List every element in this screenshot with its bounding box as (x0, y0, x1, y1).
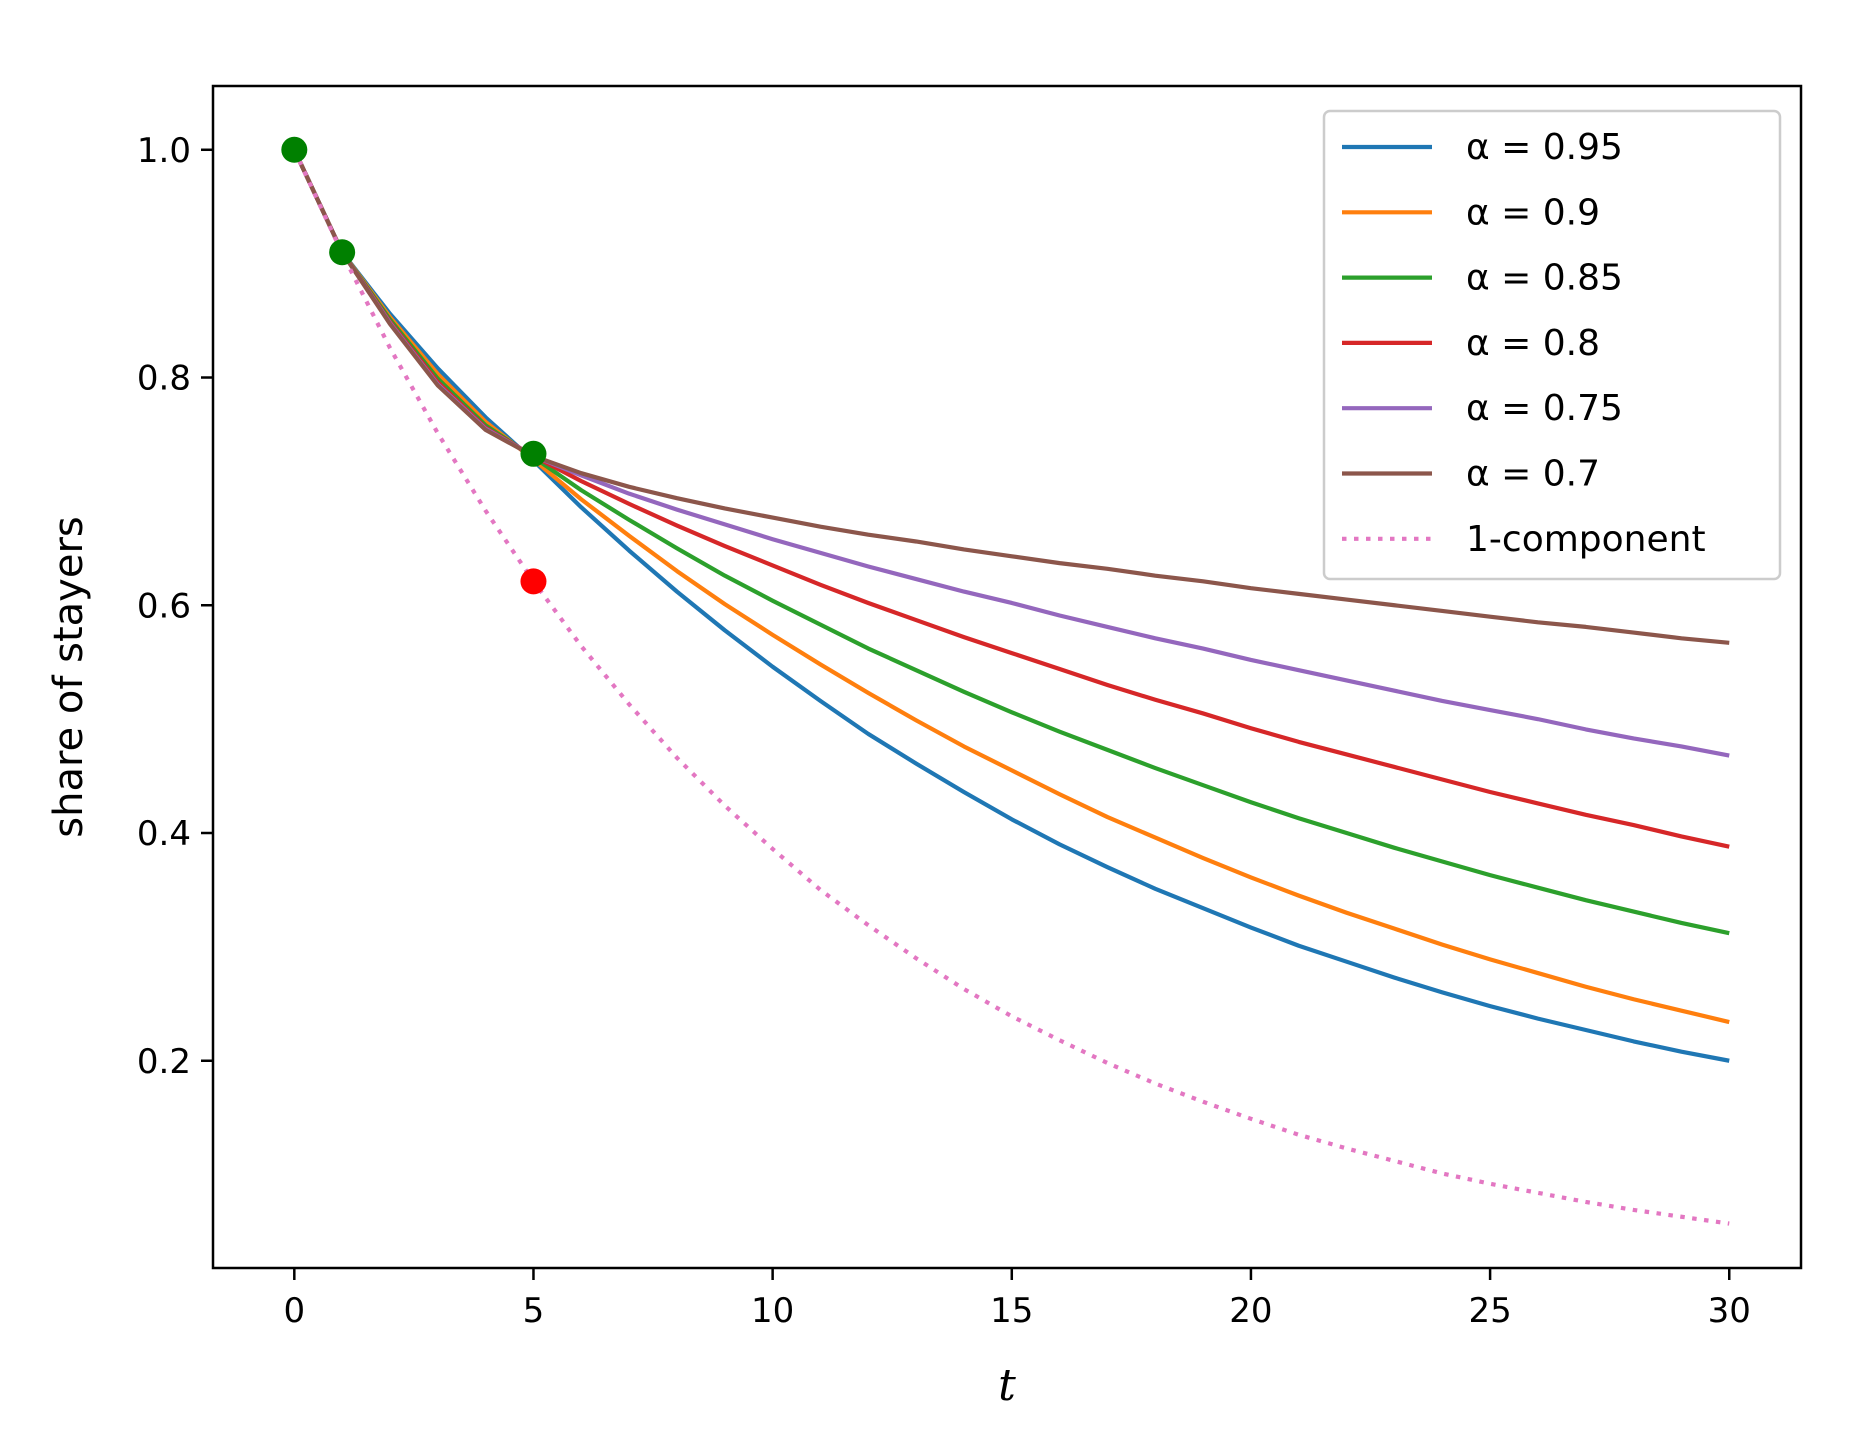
legend-label-2: α = 0.9 (1466, 192, 1600, 233)
y-axis-ticks: 0.2 0.4 0.6 0.8 1.0 (137, 131, 213, 1082)
x-tick-label: 0 (283, 1291, 305, 1331)
legend-label-6: α = 0.7 (1466, 454, 1600, 495)
data-marker-1 (281, 136, 308, 163)
x-tick-label: 10 (751, 1291, 794, 1331)
plot-frame (211, 84, 1803, 1270)
x-axis-label: t (998, 1360, 1016, 1411)
x-tick-label: 20 (1229, 1291, 1272, 1331)
x-tick-label: 25 (1468, 1291, 1511, 1331)
y-axis-label: share of stayers (46, 516, 92, 837)
y-tick-label: 0.6 (137, 586, 191, 626)
data-marker-3 (520, 440, 547, 467)
data-marker-2 (329, 239, 356, 266)
y-tick-label: 0.8 (137, 359, 191, 399)
x-axis-ticks: 0 5 10 15 20 25 30 (283, 1268, 1751, 1331)
y-tick-label: 0.2 (137, 1042, 191, 1082)
legend-label-1: α = 0.95 (1466, 127, 1623, 168)
y-tick-label: 1.0 (137, 131, 191, 171)
legend-label-7: 1-component (1466, 519, 1706, 560)
legend-label-3: α = 0.85 (1466, 258, 1623, 299)
x-tick-label: 5 (523, 1291, 545, 1331)
legend-box (1322, 109, 1782, 581)
y-tick-label: 0.4 (137, 814, 191, 854)
legend-label-5: α = 0.75 (1466, 388, 1623, 429)
data-marker-4 (520, 568, 547, 595)
legend: α = 0.95 α = 0.9 α = 0.85 α = 0.8 α = 0.75 α … (1322, 109, 1782, 581)
marker-layer (281, 136, 547, 595)
x-tick-label: 15 (990, 1291, 1033, 1331)
x-tick-label: 30 (1708, 1291, 1751, 1331)
legend-label-4: α = 0.8 (1466, 323, 1600, 364)
